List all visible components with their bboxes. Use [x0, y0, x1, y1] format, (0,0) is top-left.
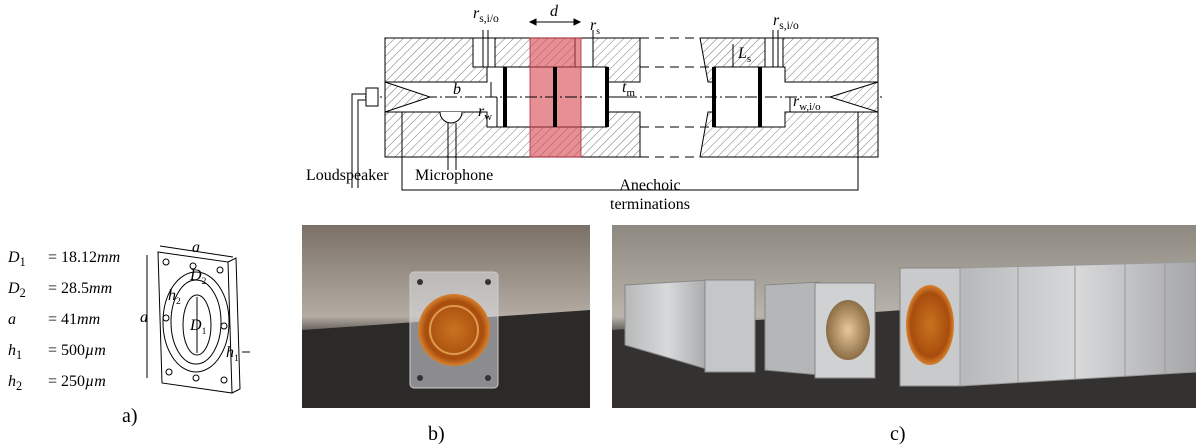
anechoic-label: terminations — [610, 196, 690, 213]
equals: = — [48, 249, 57, 266]
subscript: 1 — [202, 327, 207, 337]
schematic-label: b — [453, 81, 461, 98]
figure: D1=18.12mmD2=28.5mma=41mmh1=500µmh2=250µ… — [0, 0, 1196, 446]
symbol: b — [453, 81, 461, 98]
plate-label: h1 — [226, 344, 239, 364]
subscript: w,i/o — [799, 101, 821, 113]
symbol: D — [189, 267, 202, 284]
schematic-label: rw,i/o — [793, 93, 821, 113]
parameter: D2 =28.5mm — [7, 280, 112, 300]
caption: a) — [122, 405, 138, 427]
symbol: D — [189, 317, 202, 334]
unit: µm — [85, 342, 106, 359]
schematic-label: rs,i/o — [773, 12, 799, 32]
parameter: a =41mm — [8, 311, 100, 328]
unit: µm — [85, 373, 106, 390]
schematic-label: rs — [590, 17, 600, 37]
unit: mm — [77, 311, 100, 328]
caption: b) — [428, 423, 445, 445]
subscript: m — [626, 87, 635, 99]
value: 41 — [61, 311, 77, 328]
symbol: a — [192, 239, 200, 256]
symbol: L — [737, 45, 747, 62]
subscript: s,i/o — [479, 12, 499, 25]
plate-label: D1 — [189, 317, 207, 337]
subscript: 2 — [176, 297, 181, 307]
loudspeaker-label: Loudspeaker — [306, 167, 389, 184]
anechoic-label: Anechoic — [619, 177, 680, 194]
subscript: 2 — [16, 379, 22, 393]
subscript: s,i/o — [779, 19, 799, 32]
symbol: a — [140, 309, 148, 326]
subscript: 2 — [202, 277, 207, 287]
subscript: 1 — [16, 348, 22, 362]
plate-label: h2 — [168, 287, 181, 307]
subscript: 2 — [20, 286, 26, 300]
schematic-label: rs,i/o — [473, 5, 499, 25]
value: 500 — [61, 342, 85, 359]
value: 250 — [61, 373, 85, 390]
subscript: w — [484, 111, 492, 123]
subscript: s — [596, 27, 600, 37]
symbol: h — [226, 344, 234, 361]
symbol: h — [168, 287, 176, 304]
schematic-label: d — [550, 3, 559, 20]
photo-waveguide — [612, 225, 1196, 408]
parameter: D1 =18.12mm — [7, 249, 120, 269]
subscript: 1 — [234, 354, 239, 364]
symbol: a — [8, 311, 16, 328]
equals: = — [48, 311, 57, 328]
plate-label: a — [140, 309, 148, 326]
unit: mm — [89, 280, 112, 297]
plate-label: D2 — [189, 267, 207, 287]
symbol: h — [8, 373, 16, 390]
photo-membrane-plate — [302, 225, 590, 408]
value: 28.5 — [61, 280, 89, 297]
equals: = — [48, 280, 57, 297]
plate-label: a — [192, 239, 200, 256]
equals: = — [48, 373, 57, 390]
subscript: s — [747, 53, 751, 65]
parameter: h1 =500µm — [8, 342, 106, 362]
unit: mm — [97, 249, 120, 266]
symbol: h — [8, 342, 16, 359]
parameter: h2 =250µm — [8, 373, 106, 393]
value: 18.12 — [61, 249, 97, 266]
microphone-label: Microphone — [415, 167, 493, 184]
symbol: D — [7, 280, 20, 297]
equals: = — [48, 342, 57, 359]
symbol: d — [550, 3, 559, 20]
subscript: 1 — [20, 255, 26, 269]
symbol: D — [7, 249, 20, 266]
caption: c) — [890, 423, 906, 445]
